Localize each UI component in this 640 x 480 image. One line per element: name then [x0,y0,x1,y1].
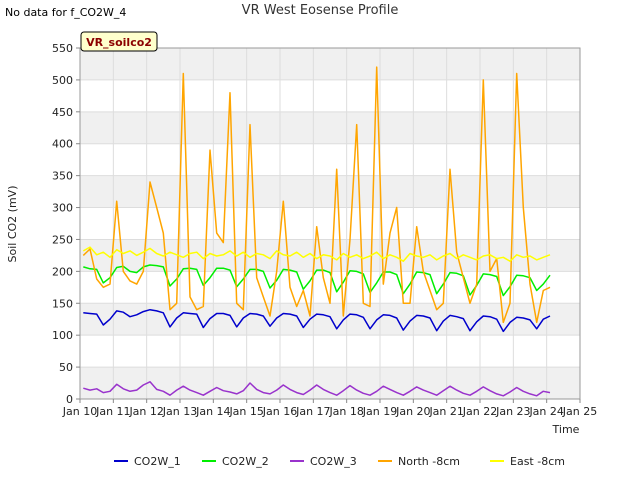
series-line-east-8cm [82,246,551,262]
legend-label: North -8cm [398,455,460,468]
x-tick-label: Jan 15 [228,405,263,418]
grid-band [80,111,580,144]
plot-border [79,47,581,400]
y-tick-label: 50 [59,361,73,374]
plot-area [80,48,580,399]
site-tag-box [80,31,158,52]
x-tick-label: Jan 25 [562,405,597,418]
chart-title: VR West Eosense Profile [241,3,399,18]
series-layer [82,66,551,397]
y-tick-label: 300 [52,202,73,215]
y-tick-label: 0 [66,393,73,406]
x-axis-label: Time [552,423,580,436]
y-tick-label: 500 [52,74,73,87]
x-tick-label: Jan 22 [462,405,497,418]
plot-background [80,48,580,399]
y-tick-label: 150 [52,297,73,310]
x-tick-label: Jan 23 [495,405,530,418]
y-axis-ticks: 0 50 100 150 200 250 300 350 400 450 500 550 [52,42,80,406]
x-tick-label: Jan 13 [162,405,197,418]
series-line-north-8cm [82,66,551,324]
legend-label: CO2W_3 [310,455,357,468]
y-tick-label: 100 [52,329,73,342]
y-tick-label: 400 [52,138,73,151]
x-tick-label: Jan 16 [262,405,297,418]
plot-frame [79,47,581,400]
legend-label: CO2W_2 [222,455,269,468]
series-line-co2w-1 [83,308,551,333]
series-line-co2w-2 [83,264,551,297]
y-tick-label: 250 [52,233,73,246]
grid-band [80,175,580,208]
y-tick-label: 350 [52,170,73,183]
y-tick-label: 200 [52,265,73,278]
x-tick-label: Jan 24 [528,405,563,418]
no-data-note: No data for f_CO2W_4 [5,6,127,19]
grid-band [80,48,580,80]
y-tick-label: 450 [52,106,73,119]
x-tick-label: Jan 14 [195,405,230,418]
x-tick-label: Jan 19 [362,405,397,418]
x-tick-label: Jan 21 [428,405,463,418]
x-tick-label: Jan 10 [62,405,97,418]
x-tick-label: Jan 12 [128,405,163,418]
y-axis-label: Soil CO2 (mV) [6,186,19,263]
site-tag-label: VR_soilco2 [86,36,152,49]
series-line-co2w-3 [83,381,551,397]
site-tag: VR_soilco2 [80,31,158,52]
y-tick-label: 550 [52,42,73,55]
x-tick-label: Jan 17 [295,405,330,418]
legend: CO2W_1 CO2W_2 CO2W_3 North -8cm East -8cm [114,455,565,468]
x-tick-label: Jan 11 [95,405,130,418]
legend-label: CO2W_1 [134,455,181,468]
x-tick-label: Jan 20 [395,405,430,418]
legend-label: East -8cm [510,455,565,468]
x-tick-label: Jan 18 [328,405,363,418]
